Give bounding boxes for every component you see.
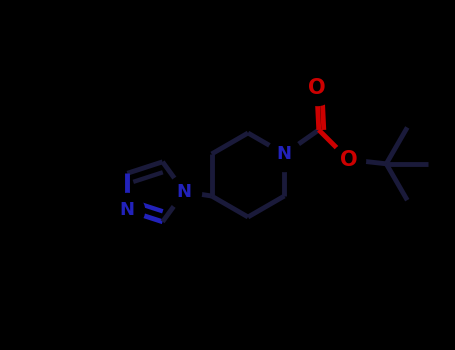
Text: O: O (340, 149, 357, 170)
Text: N: N (277, 145, 292, 163)
Text: N: N (120, 201, 135, 219)
Point (281, 151, 288, 157)
Point (181, 189, 188, 195)
Text: N: N (177, 183, 192, 201)
Point (124, 208, 131, 213)
Point (313, 85, 320, 91)
Point (345, 157, 352, 162)
Text: O: O (308, 78, 326, 98)
